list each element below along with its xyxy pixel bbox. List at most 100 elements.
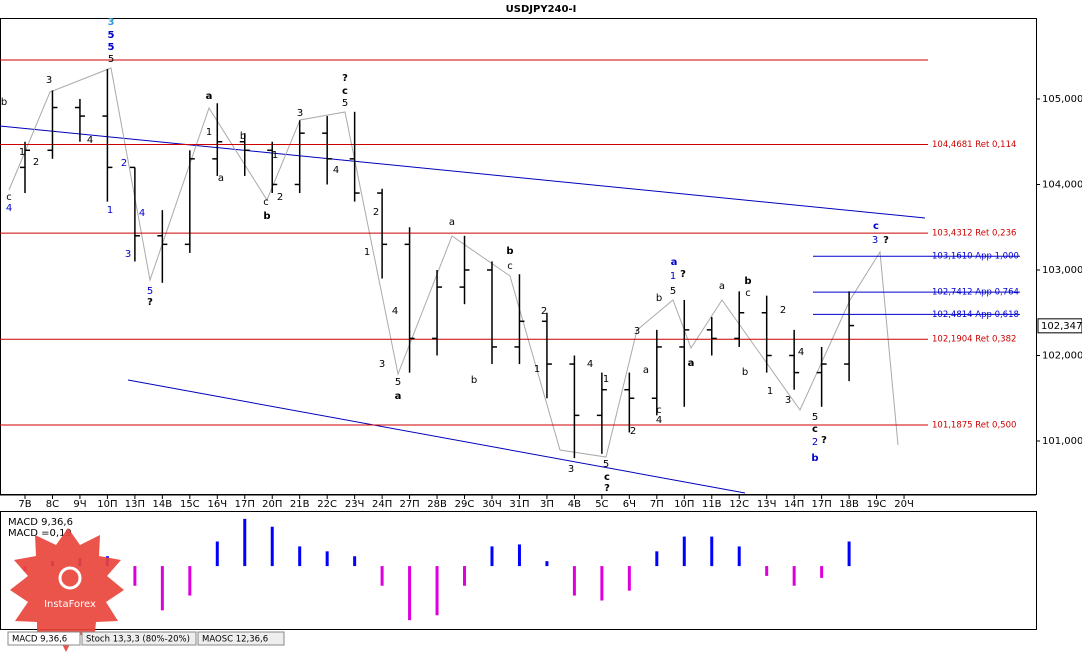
wave-label: 2	[630, 426, 636, 437]
wave-label: 3	[125, 249, 131, 260]
wave-label: c	[745, 288, 751, 299]
x-tick-label: 14В	[153, 499, 173, 510]
histogram-bar	[545, 561, 549, 567]
histogram-bar	[325, 551, 329, 567]
wave-label: 1	[206, 127, 212, 138]
wave-label: c	[263, 197, 269, 208]
histogram-bar	[133, 566, 137, 586]
wave-label: 2	[780, 305, 786, 316]
histogram-bar	[435, 566, 439, 616]
histogram-bar	[655, 551, 659, 567]
wave-label: 5	[108, 42, 115, 53]
wave-label: 1	[670, 271, 676, 282]
histogram-bar	[627, 566, 631, 591]
x-tick-label: 17П	[235, 499, 255, 510]
histogram-bar	[298, 546, 302, 567]
wave-label: a	[643, 365, 649, 376]
wave-label: a	[671, 257, 678, 268]
level-label: 102,4814 App 0,618	[932, 310, 1019, 320]
histogram-bar	[380, 566, 384, 586]
level-label: 101,1875 Ret 0,500	[932, 420, 1016, 430]
level-label: 102,1904 Ret 0,382	[932, 335, 1016, 345]
tab-label: MAOSC 12,36,6	[202, 635, 268, 645]
x-tick-label: 14П	[784, 499, 804, 510]
chart-title: USDJPY240-I	[506, 4, 577, 15]
x-tick-label: 17П	[812, 499, 832, 510]
wave-label: 5	[108, 54, 114, 65]
histogram-bar	[215, 541, 219, 567]
wave-label: 5	[342, 98, 348, 109]
tab	[197, 631, 285, 646]
x-tick-label: 20Ч	[894, 499, 914, 510]
wave-label: b	[240, 131, 246, 142]
x-tick-label: 13Ч	[757, 499, 777, 510]
wave-label: ?	[604, 483, 610, 494]
wave-label: 4	[139, 208, 145, 219]
logo: InstaForex	[10, 528, 124, 652]
y-tick-label: 104,000	[1042, 179, 1082, 190]
x-tick-label: 13П	[125, 499, 145, 510]
wave-path	[8, 67, 899, 458]
wave-label: 1	[364, 247, 370, 258]
x-tick-label: 20П	[262, 499, 282, 510]
wave-label: ?	[680, 269, 686, 280]
wave-label: ?	[883, 235, 889, 246]
x-tick-label: 4В	[568, 499, 581, 510]
x-tick-label: 12С	[729, 499, 749, 510]
histogram-bar	[517, 544, 521, 567]
wave-label: a	[719, 281, 725, 292]
histogram-bar	[847, 541, 851, 567]
wave-label: 5	[108, 30, 115, 41]
histogram-bar	[353, 556, 357, 567]
wave-label: 2	[277, 192, 283, 203]
tab	[7, 631, 81, 646]
wave-label: a	[449, 217, 455, 228]
wave-label: b	[656, 293, 662, 304]
wave-label: b	[506, 246, 513, 257]
wave-label: b	[811, 453, 818, 464]
level-label: 103,4312 Ret 0,236	[932, 229, 1016, 239]
wave-label: a	[218, 173, 224, 184]
histogram-bar	[160, 566, 164, 611]
wave-label: 4	[587, 359, 593, 370]
wave-label: a	[395, 391, 402, 402]
histogram-bar	[463, 566, 467, 586]
wave-label: 1	[19, 147, 25, 158]
level-label: 102,7412 App 0,764	[932, 288, 1019, 298]
tab-label: MACD 9,36,6	[12, 635, 67, 645]
x-tick-label: 18В	[839, 499, 859, 510]
wave-label: 3	[872, 235, 878, 246]
wave-label: 5	[812, 412, 818, 423]
x-tick-label: 21В	[290, 499, 310, 510]
x-tick-label: 9Ч	[73, 499, 86, 510]
x-tick-label: 28В	[427, 499, 447, 510]
histogram-bar	[270, 526, 274, 567]
wave-label: c	[604, 472, 610, 483]
x-tick-label: 22С	[317, 499, 337, 510]
wave-label: 1	[272, 150, 278, 161]
wave-label: c	[873, 221, 879, 232]
x-tick-label: 5С	[595, 499, 608, 510]
logo-icon	[58, 566, 82, 590]
histogram-bar	[408, 566, 412, 621]
wave-label: b	[1, 97, 7, 108]
wave-label: 4	[333, 165, 339, 176]
x-tick-label: 29С	[455, 499, 475, 510]
x-tick-label: 7В	[18, 499, 31, 510]
wave-label: 4	[656, 415, 662, 426]
wave-label: b	[471, 375, 477, 386]
wave-label: 3	[379, 359, 385, 370]
x-tick-label: 27П	[399, 499, 419, 510]
wave-label: a	[688, 358, 695, 369]
wave-label: 1	[534, 364, 540, 375]
y-tick-label: 105,000	[1042, 94, 1082, 105]
wave-label: 3	[297, 108, 303, 119]
wave-label: ?	[821, 435, 827, 446]
wave-label: 4	[87, 135, 93, 146]
histogram-bar	[600, 566, 604, 601]
wave-label: c	[656, 405, 662, 416]
indicator-title: MACD 9,36,6	[8, 517, 73, 528]
wave-label: a	[206, 91, 213, 102]
